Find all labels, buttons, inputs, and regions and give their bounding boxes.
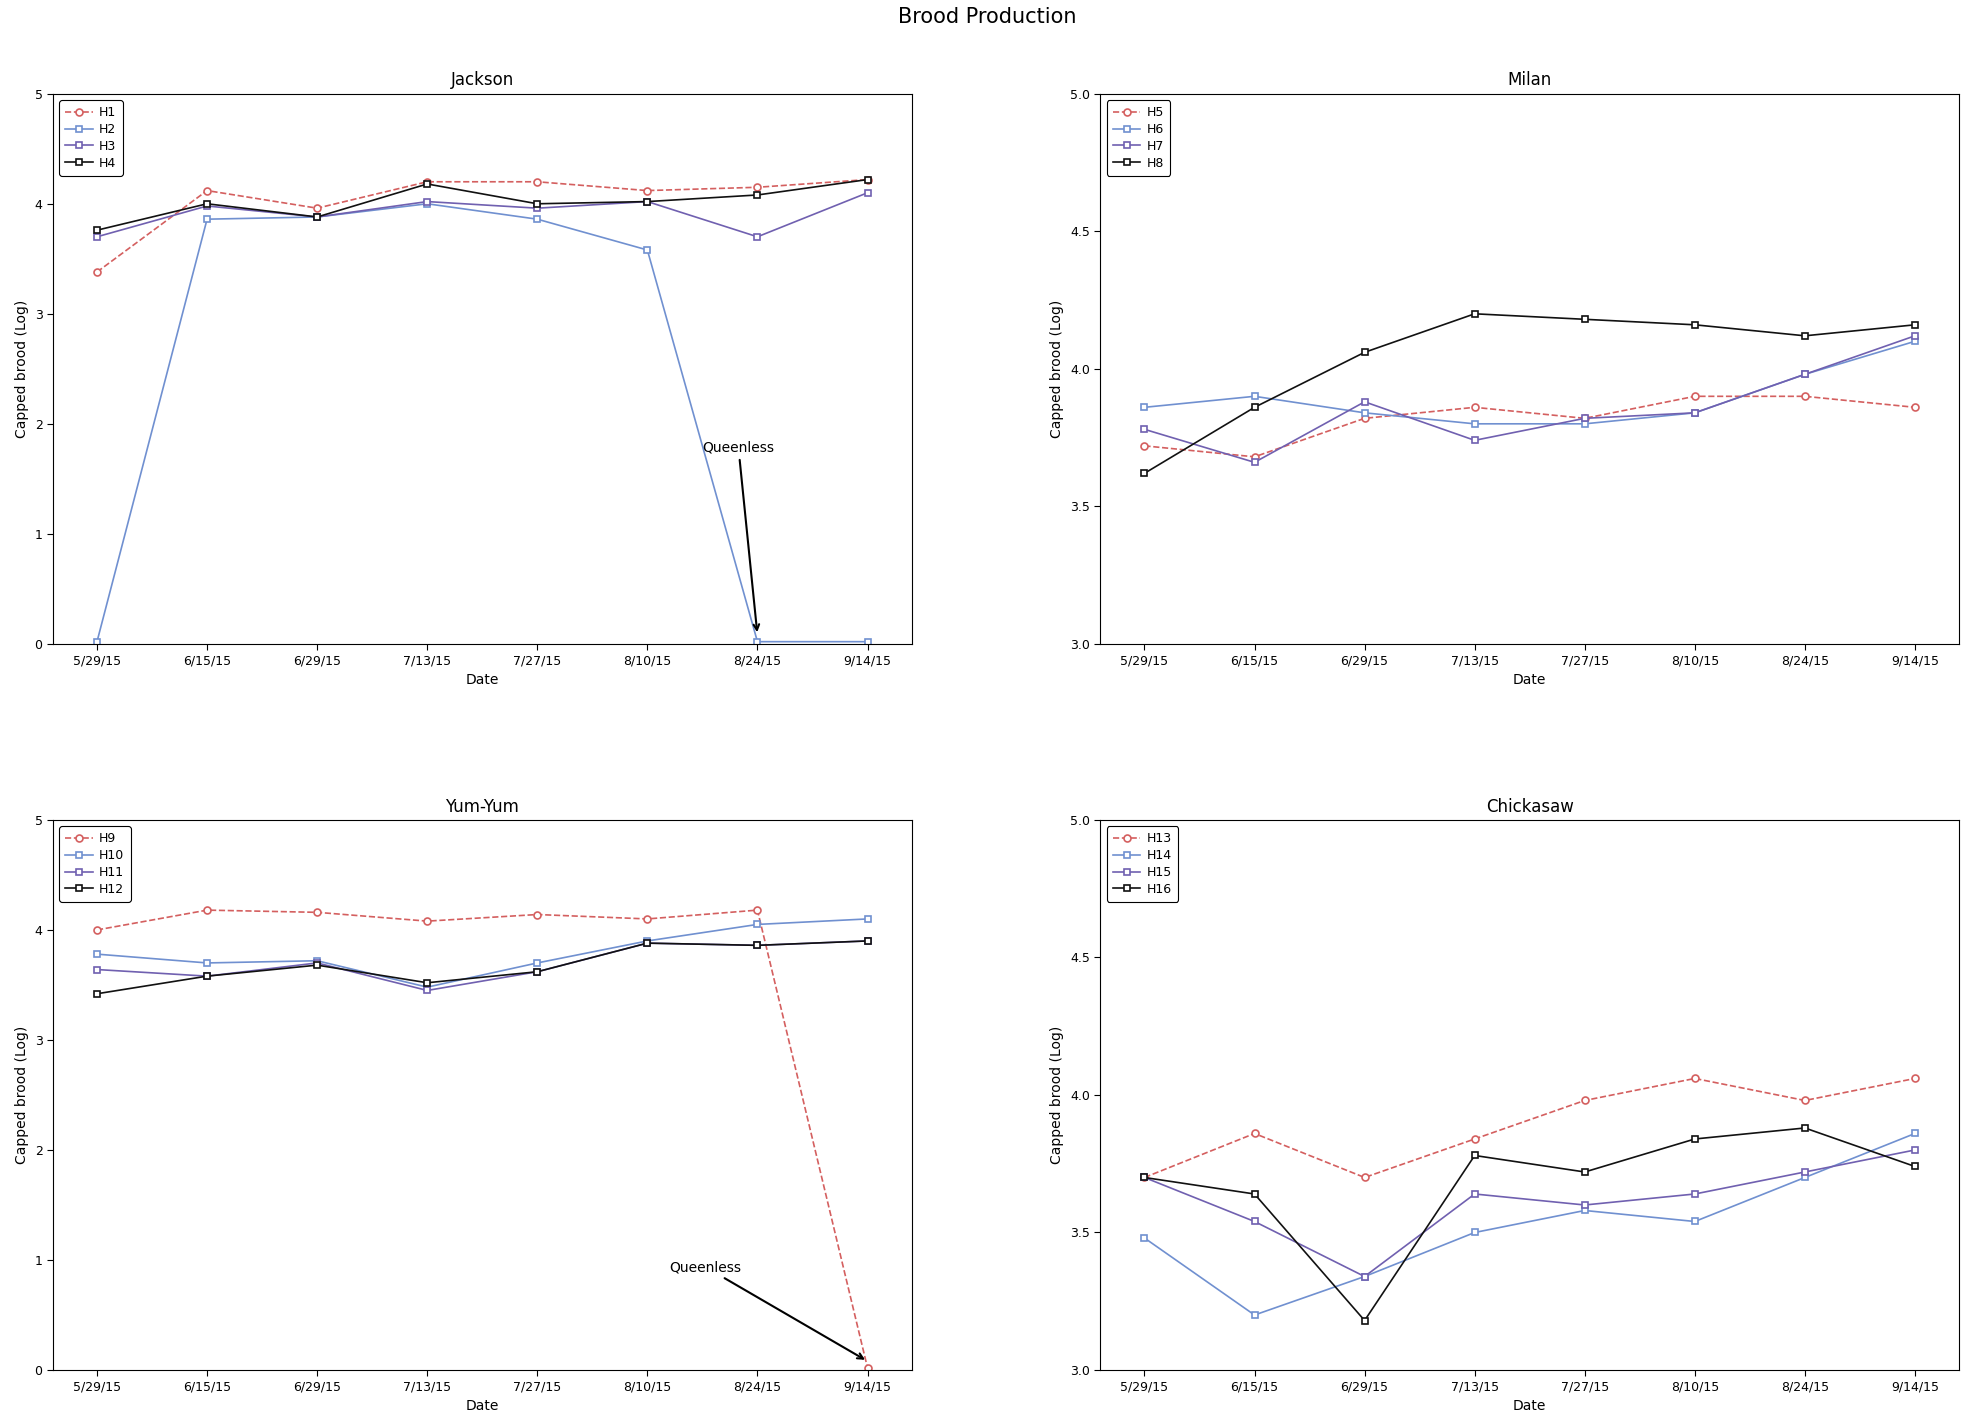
Title: Milan: Milan <box>1507 71 1551 90</box>
Legend: H5, H6, H7, H8: H5, H6, H7, H8 <box>1107 100 1170 176</box>
Text: Brood Production: Brood Production <box>898 7 1075 27</box>
Y-axis label: Capped brood (Log): Capped brood (Log) <box>1050 1025 1063 1164</box>
Legend: H9, H10, H11, H12: H9, H10, H11, H12 <box>59 827 130 902</box>
Title: Chickasaw: Chickasaw <box>1486 798 1572 815</box>
Title: Jackson: Jackson <box>450 71 513 90</box>
Legend: H13, H14, H15, H16: H13, H14, H15, H16 <box>1107 827 1178 902</box>
Y-axis label: Capped brood (Log): Capped brood (Log) <box>1050 300 1063 438</box>
X-axis label: Date: Date <box>466 1399 499 1412</box>
X-axis label: Date: Date <box>466 673 499 687</box>
Text: Queenless: Queenless <box>702 440 773 630</box>
X-axis label: Date: Date <box>1511 673 1545 687</box>
Text: Queenless: Queenless <box>669 1259 862 1358</box>
X-axis label: Date: Date <box>1511 1399 1545 1412</box>
Y-axis label: Capped brood (Log): Capped brood (Log) <box>16 1025 30 1164</box>
Y-axis label: Capped brood (Log): Capped brood (Log) <box>16 300 30 438</box>
Legend: H1, H2, H3, H4: H1, H2, H3, H4 <box>59 100 122 176</box>
Title: Yum-Yum: Yum-Yum <box>446 798 519 815</box>
